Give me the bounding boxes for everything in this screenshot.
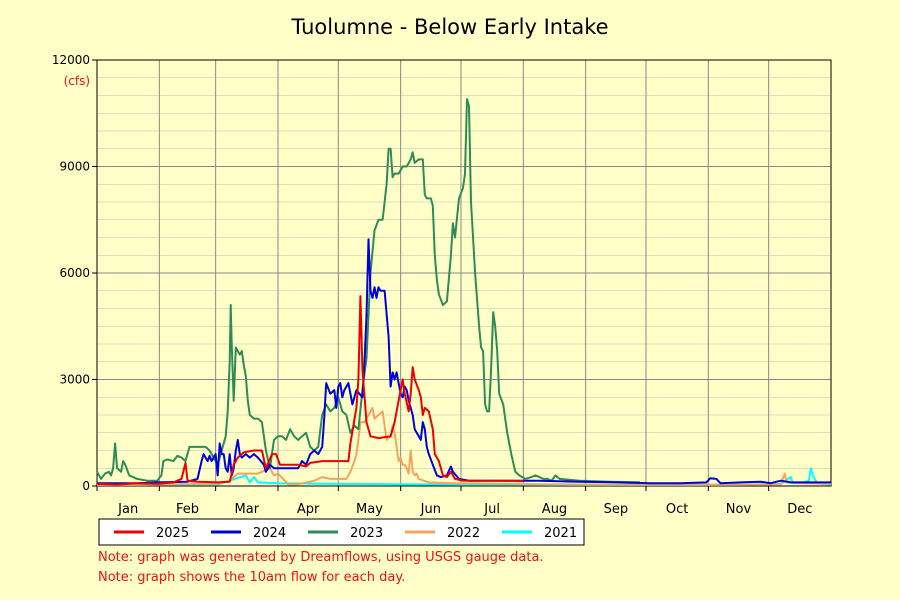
legend-label-2024: 2024	[253, 526, 286, 541]
legend-label-2021: 2021	[544, 526, 577, 541]
y-axis: 0 3000 6000 9000 12000	[52, 53, 97, 493]
x-tick-label: Nov	[726, 502, 752, 517]
legend-label-2025: 2025	[156, 526, 189, 541]
y-tick-label: 6000	[59, 266, 90, 280]
y-tick-label: 3000	[59, 373, 90, 387]
x-tick-label: Feb	[176, 502, 199, 517]
note-10am: Note: graph shows the 10am flow for each…	[98, 570, 406, 585]
series-line-2025	[96, 295, 524, 486]
x-axis: Jan Feb Mar Apr May Jun Jul Aug Sep Oct Nov Dec	[96, 486, 812, 517]
legend: 2025 2024 2023 2022 2021	[98, 518, 585, 546]
chart-title: Tuolumne - Below Early Intake	[290, 15, 608, 39]
x-tick-label: Sep	[604, 502, 629, 517]
x-tick-label: Oct	[666, 502, 688, 517]
y-unit-label: (cfs)	[64, 74, 90, 88]
note-source: Note: graph was generated by Dreamflows,…	[98, 550, 544, 565]
series-line-2022	[97, 406, 832, 486]
series-lines	[96, 98, 832, 486]
x-tick-label: Jul	[483, 502, 500, 517]
x-tick-label: Dec	[787, 502, 812, 517]
legend-label-2023: 2023	[350, 526, 383, 541]
x-tick-label: May	[356, 502, 383, 517]
y-tick-label: 0	[82, 479, 90, 493]
y-tick-label: 12000	[52, 53, 90, 67]
legend-label-2022: 2022	[447, 526, 480, 541]
x-tick-label: Apr	[297, 502, 320, 517]
x-tick-label: Jun	[420, 502, 441, 517]
y-tick-label: 9000	[59, 160, 90, 174]
x-tick-label: Aug	[542, 502, 567, 517]
x-tick-label: Mar	[235, 502, 260, 517]
x-tick-label: Jan	[117, 502, 138, 517]
